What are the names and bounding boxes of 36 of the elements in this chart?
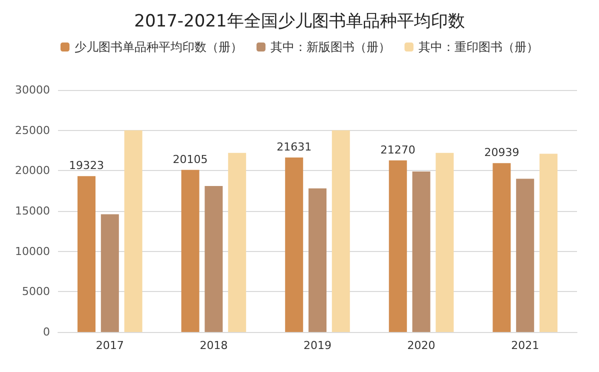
- y-tick-label: 20000: [15, 164, 50, 178]
- bar: [124, 130, 142, 332]
- bar: [100, 214, 119, 332]
- bar: [285, 158, 304, 332]
- y-tick-label: 10000: [15, 244, 50, 258]
- bar: [388, 160, 407, 332]
- chart-title: 2017-2021年全国少儿图书单品种平均印数: [134, 12, 465, 32]
- data-label: 20939: [484, 146, 520, 160]
- bar: [204, 186, 223, 332]
- data-label: 21631: [276, 140, 312, 154]
- y-tick-label: 0: [43, 326, 50, 338]
- bar: [228, 152, 246, 332]
- y-tick-label: 30000: [15, 84, 50, 96]
- x-tick-label: 2021: [511, 339, 540, 352]
- bar: [332, 130, 350, 332]
- bar: [516, 178, 534, 332]
- bar: [436, 152, 454, 332]
- bar: [308, 188, 326, 332]
- legend-label: 其中：新版图书（册）: [270, 40, 390, 54]
- legend-label: 其中：重印图书（册）: [418, 40, 538, 54]
- y-tick-label: 25000: [15, 124, 50, 137]
- x-tick-label: 2019: [304, 339, 332, 352]
- bar: [181, 170, 200, 332]
- y-tick-label: 15000: [15, 204, 50, 218]
- x-tick-label: 2018: [200, 339, 228, 352]
- x-tick-label: 2020: [407, 339, 436, 352]
- bar: [492, 163, 511, 332]
- data-label: 20105: [172, 152, 208, 166]
- data-label: 21270: [380, 143, 416, 156]
- x-tick-label: 2017: [96, 339, 124, 352]
- bar: [78, 176, 96, 332]
- bar: [412, 171, 430, 332]
- legend-label: 少儿图书单品种平均印数（册）: [74, 40, 242, 54]
- bar: [540, 154, 558, 332]
- data-label: 19323: [69, 159, 104, 172]
- y-tick-label: 5000: [22, 285, 50, 298]
